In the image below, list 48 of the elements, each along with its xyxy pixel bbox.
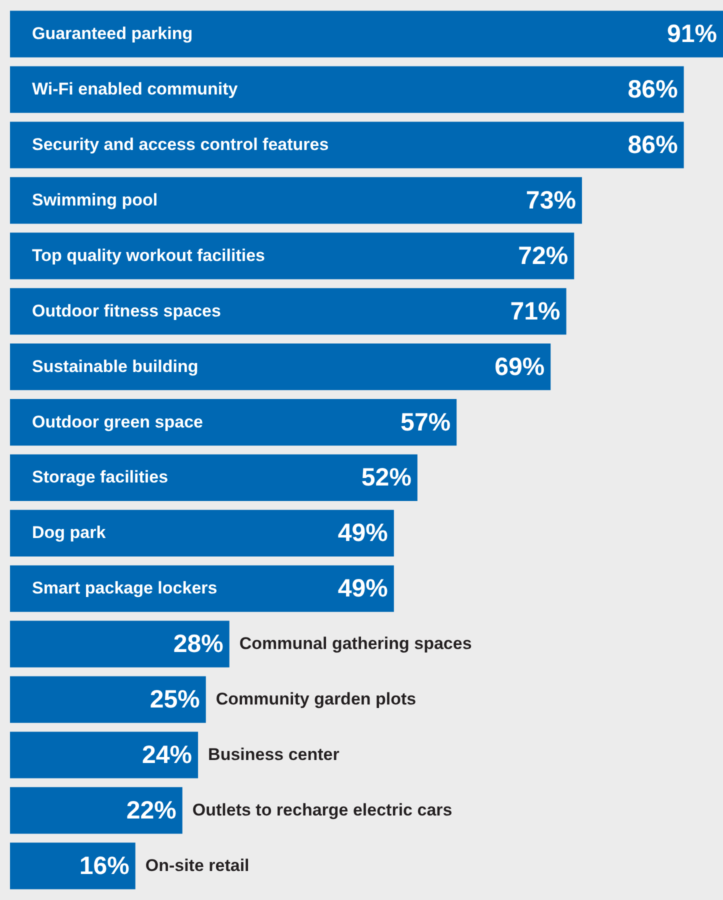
bar [10,620,230,668]
y-tick-label: Storage facilities [32,468,168,487]
bar [10,122,684,168]
data-label: 49% [338,574,388,603]
data-label: 25% [150,686,200,714]
data-label: 16% [79,852,130,880]
data-label: 49% [338,519,388,548]
bar [10,66,684,113]
y-tick-label: Guaranteed parking [32,24,193,44]
y-tick-label: Outdoor green space [32,412,203,432]
y-tick-label: Sustainable building [32,356,198,376]
data-label: 73% [526,186,576,214]
data-label: 57% [400,408,451,436]
y-tick-label: Outdoor fitness spaces [32,301,221,320]
bar [10,454,418,502]
y-tick-label: Communal gathering spaces [239,634,472,654]
y-tick-label: Top quality workout facilities [32,246,265,265]
bar [10,510,394,556]
bar [10,232,574,280]
data-label: 69% [494,352,545,381]
y-tick-label: Business center [208,745,340,764]
y-tick-label: Community garden plots [216,690,416,709]
data-label: 24% [142,741,192,770]
bar [10,565,394,612]
y-tick-label: Swimming pool [32,190,158,210]
bar [10,732,198,778]
y-tick-label: Dog park [32,523,106,542]
data-label: 72% [518,242,568,270]
y-tick-label: Smart package lockers [32,578,218,598]
y-tick-label: On-site retail [145,856,250,875]
data-label: 86% [628,76,678,104]
bar [10,288,566,335]
data-label: 52% [361,464,412,492]
data-label: 22% [126,796,176,824]
data-label: 28% [173,630,224,658]
data-label: 71% [510,297,560,326]
y-tick-label: Wi-Fi enabled community [32,80,238,99]
bar [10,344,551,390]
y-tick-label: Outlets to recharge electric cars [192,800,452,820]
bar [10,842,136,890]
y-tick-label: Security and access control features [32,134,329,154]
bar [10,10,723,58]
bar [10,398,457,446]
data-label: 91% [666,20,717,48]
bar [10,177,582,224]
bar [10,787,182,834]
data-label: 86% [628,130,678,159]
bar [10,676,206,723]
